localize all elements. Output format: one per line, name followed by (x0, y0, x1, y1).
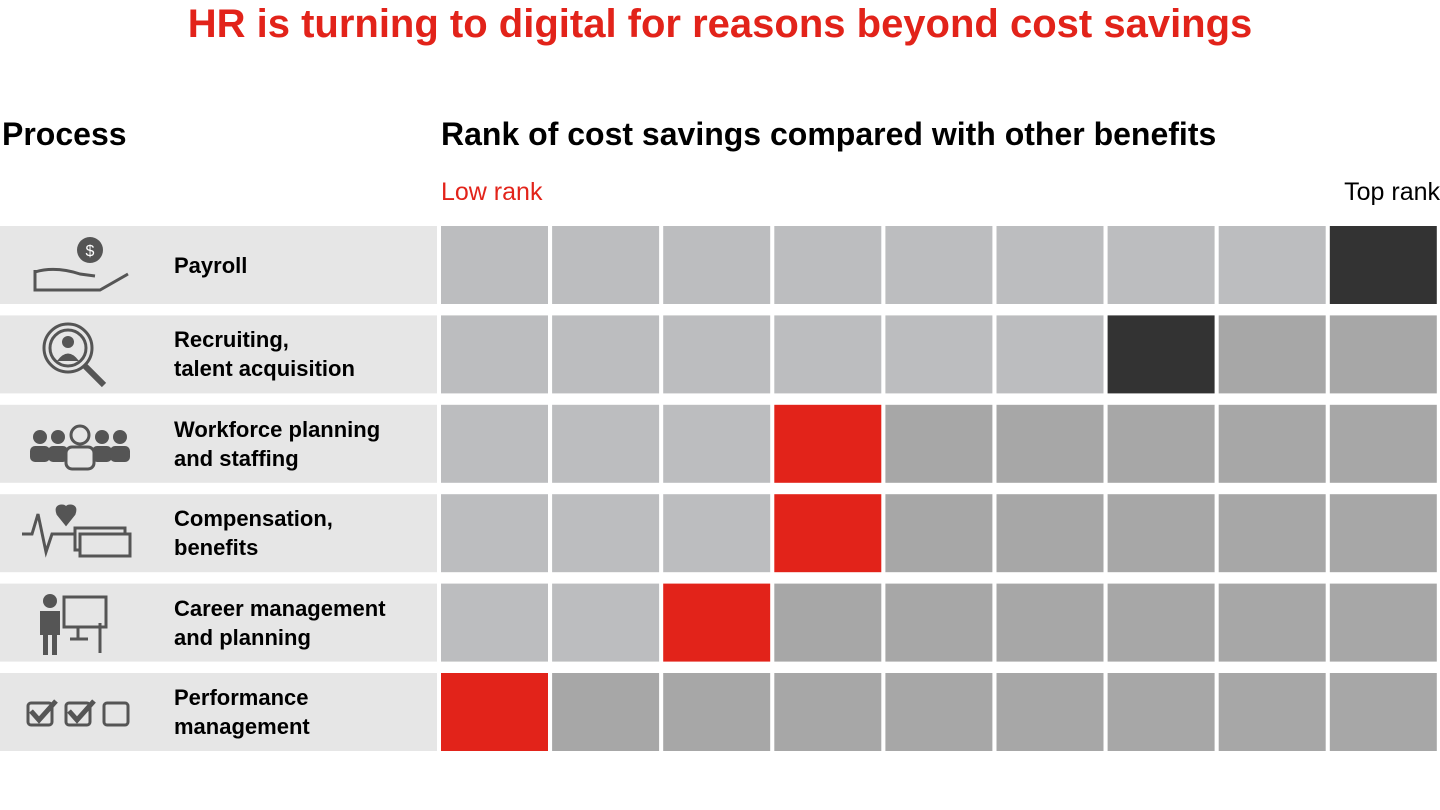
cell (552, 673, 660, 751)
cell (441, 583, 548, 662)
svg-text:$: $ (86, 243, 95, 260)
cell (663, 673, 771, 751)
performance-icon (26, 699, 130, 727)
compensation-icon (22, 504, 132, 558)
cell (552, 404, 660, 483)
cell (1218, 404, 1326, 483)
cell (996, 315, 1104, 394)
cell (774, 583, 882, 662)
career-icon (40, 594, 108, 655)
cell (885, 673, 993, 751)
cell (996, 494, 1104, 573)
process-label: Payroll (174, 252, 248, 278)
cell (1329, 404, 1437, 483)
cell (663, 404, 771, 483)
cell (1218, 673, 1326, 751)
cell (552, 315, 660, 394)
cell (441, 226, 548, 304)
cell (774, 226, 882, 304)
cell (663, 315, 771, 394)
cell (1329, 583, 1437, 662)
cell (1218, 583, 1326, 662)
recruiting-icon (42, 322, 107, 388)
process-label: Career management and planning (174, 595, 386, 650)
rows (0, 226, 1437, 751)
workforce-icon (30, 424, 130, 471)
rank-cell (774, 494, 882, 573)
low-label: Low rank (441, 178, 543, 206)
rank-cell (1329, 226, 1437, 304)
process-label: Compensation, benefits (174, 506, 333, 561)
cell (885, 404, 993, 483)
cell (1218, 315, 1326, 394)
cell (1107, 583, 1215, 662)
cell (552, 226, 660, 304)
rank-cell (441, 673, 548, 751)
top-label: Top rank (1344, 178, 1440, 206)
cell (885, 315, 993, 394)
process-label: Recruiting, talent acquisition (174, 327, 355, 382)
cell (441, 315, 548, 394)
process-label: Performance management (174, 685, 310, 739)
cell (996, 673, 1104, 751)
cell (885, 226, 993, 304)
rank-cell (774, 404, 882, 483)
cell (885, 583, 993, 662)
cell (885, 494, 993, 573)
cell (996, 226, 1104, 304)
cell (774, 673, 882, 751)
cell (1107, 226, 1215, 304)
cell (1329, 315, 1437, 394)
cell (1107, 494, 1215, 573)
cell (774, 315, 882, 394)
payroll-icon: $ (33, 237, 129, 292)
cell (1329, 673, 1437, 751)
cell (996, 404, 1104, 483)
cell (552, 583, 660, 662)
cell (663, 226, 771, 304)
cell (663, 494, 771, 573)
icons: $ (22, 237, 132, 727)
column-header: Rank of cost savings compared with other… (441, 116, 1217, 152)
chart-title: HR is turning to digital for reasons bey… (187, 2, 1253, 46)
cell (441, 404, 548, 483)
cell (1107, 673, 1215, 751)
cell (996, 583, 1104, 662)
label-background (0, 315, 437, 394)
row-header: Process (2, 116, 127, 152)
cell (1218, 494, 1326, 573)
cell (441, 494, 548, 573)
cell (1107, 404, 1215, 483)
cell (1218, 226, 1326, 304)
rank-cell (1107, 315, 1215, 394)
cell (1329, 494, 1437, 573)
process-label: Workforce planning and staffing (174, 416, 381, 471)
cell (552, 494, 660, 573)
rank-cell (663, 583, 771, 662)
